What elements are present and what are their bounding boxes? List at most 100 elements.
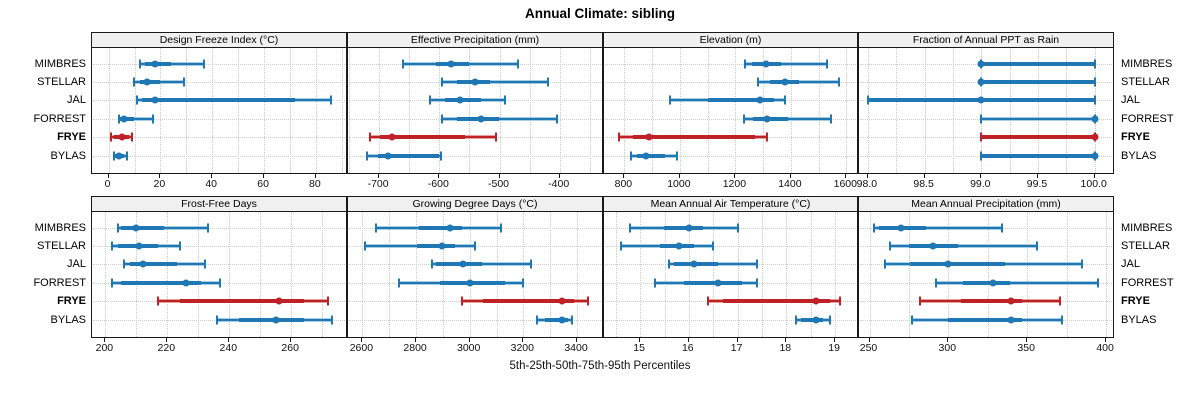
whisker-cap <box>653 278 656 288</box>
median-dot <box>384 152 392 159</box>
gridline-vertical <box>559 48 561 173</box>
station-label-left: BYLAS <box>50 149 86 162</box>
median-dot <box>675 242 683 250</box>
whisker-cap <box>474 241 477 251</box>
panel-plot <box>93 212 345 337</box>
median-dot <box>944 260 952 268</box>
gridline-vertical <box>987 212 989 337</box>
whisker-cap <box>934 278 937 288</box>
whisker-cap <box>570 315 573 324</box>
whisker-cap <box>330 315 333 324</box>
gridline-vertical <box>640 212 642 337</box>
panel-growing-degree-days: Growing Degree Days (°C) <box>347 196 603 338</box>
whisker-cap <box>884 259 887 269</box>
x-tick-label: 260 <box>281 342 299 354</box>
whisker-cap <box>707 296 710 306</box>
whisker-cap <box>766 132 769 142</box>
x-tick-label: 15 <box>633 342 645 354</box>
panel-mean-annual-air-temperature: Mean Annual Air Temperature (°C) <box>603 196 858 338</box>
x-tick <box>290 338 292 342</box>
gridline-horizontal <box>349 155 601 157</box>
station-label-left: JAL <box>67 94 86 107</box>
gridline-vertical <box>238 48 240 173</box>
median-dot <box>645 133 653 141</box>
median-dot <box>447 60 455 67</box>
x-tick-label: 200 <box>95 342 114 354</box>
whisker-cap <box>617 132 620 142</box>
x-tick <box>736 338 738 342</box>
whisker-cap <box>736 223 739 232</box>
median-dot <box>1007 297 1015 305</box>
panel-mean-annual-precipitation: Mean Annual Precipitation (mm) <box>858 196 1114 338</box>
iqr-band <box>120 225 165 230</box>
whisker-cap <box>130 132 133 142</box>
whisker-cap <box>364 241 367 251</box>
gridline-vertical <box>1066 212 1068 337</box>
median-dot <box>446 224 454 231</box>
whisker-cap <box>1093 95 1096 105</box>
whisker-cap <box>866 95 869 105</box>
panel-plot <box>605 212 856 337</box>
x-tick-label: 400 <box>1096 342 1114 354</box>
whisker-cap <box>215 315 218 324</box>
whisker-cap <box>669 95 672 105</box>
gridline-vertical <box>869 212 871 337</box>
iqr-band <box>632 135 755 140</box>
x-tick <box>314 174 316 178</box>
gridline-vertical <box>496 212 498 337</box>
median-dot <box>438 242 446 250</box>
whisker-line <box>981 117 1095 120</box>
x-tick-label: 350 <box>1017 342 1035 354</box>
median-dot <box>459 260 467 268</box>
iqr-band <box>722 299 831 304</box>
whisker-cap <box>431 259 434 269</box>
x-axis-growing-degree-days: 2600 2800 3000 3200 3400 <box>348 338 602 356</box>
gridline-vertical <box>652 48 654 173</box>
median-dot <box>275 297 283 305</box>
median-dot <box>143 78 151 86</box>
gridline-horizontal <box>349 319 601 321</box>
whisker-cap <box>838 296 841 306</box>
median-dot <box>1091 133 1099 141</box>
station-label-right: STELLAR <box>1121 75 1170 88</box>
iqr-band <box>377 153 440 158</box>
x-tick <box>980 174 982 178</box>
gridline-vertical <box>499 48 501 173</box>
iqr-band <box>707 98 775 103</box>
whisker-cap <box>133 77 136 87</box>
whisker-cap <box>402 59 405 68</box>
median-dot <box>558 297 566 305</box>
whisker-cap <box>825 59 828 68</box>
median-dot <box>466 279 474 287</box>
gridline-vertical <box>688 212 690 337</box>
station-label-left: STELLAR <box>37 75 86 88</box>
iqr-band <box>418 225 462 230</box>
median-dot <box>120 115 128 123</box>
station-label-right: BYLAS <box>1121 313 1157 326</box>
station-label-right: MIMBRES <box>1121 57 1173 70</box>
gridline-vertical <box>134 48 136 173</box>
whisker-cap <box>980 114 983 124</box>
whisker-cap <box>429 95 432 105</box>
whisker-cap <box>911 315 914 324</box>
iqr-band <box>544 317 568 322</box>
x-tick-label: 40 <box>205 178 218 190</box>
median-dot <box>115 152 123 159</box>
whisker-cap <box>516 59 519 68</box>
whisker-cap <box>629 151 632 160</box>
x-tick-label: 0 <box>104 178 111 190</box>
x-axis-frost-free-days: 200 220 240 260 <box>92 338 346 356</box>
x-tick-label: -600 <box>427 178 449 190</box>
median-dot <box>929 242 937 250</box>
gridline-vertical <box>1106 212 1108 337</box>
whisker-line <box>889 244 1037 247</box>
x-axis-fraction-annual-ppt-as-rain: 98.0 98.5 99.0 99.5 100.0 <box>857 174 1113 192</box>
x-tick-label: 20 <box>153 178 166 190</box>
gridline-vertical <box>948 212 950 337</box>
x-tick-label: 18 <box>779 342 792 354</box>
median-dot <box>812 297 820 305</box>
whisker-cap <box>555 114 558 124</box>
panel-frost-free-days: Frost-Free Days <box>91 196 347 338</box>
station-label-right: FORREST <box>1121 112 1174 125</box>
x-tick <box>166 338 168 342</box>
